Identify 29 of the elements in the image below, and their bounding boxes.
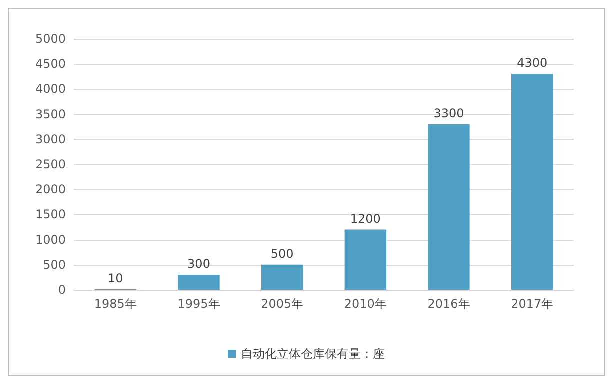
y-tick-label: 1500 [35,208,66,222]
bar [262,264,304,290]
y-tick-label: 1000 [35,232,66,247]
data-label: 300 [188,256,210,271]
y-tick-label: 0 [58,283,66,297]
y-tick-label: 5000 [35,32,66,46]
y-tick-label: 2000 [35,182,66,197]
x-tick-label: 2005年 [261,297,304,311]
y-tick-label: 500 [43,258,66,272]
data-label: 10 [108,272,124,286]
bar [428,124,470,290]
bar [178,274,220,290]
x-tick-label: 1995年 [178,297,220,311]
data-label: 500 [270,246,294,261]
y-tick-label: 3000 [35,132,66,146]
y-tick-label: 4000 [35,82,66,96]
data-label: 4300 [517,56,548,70]
y-tick-label: 3500 [35,107,66,122]
x-tick-label: 2016年 [428,297,470,311]
data-label: 3300 [434,106,464,120]
x-tick-label: 2017年 [511,297,554,311]
x-tick-label: 1985年 [94,297,137,311]
bar [344,230,386,290]
legend-label: 自动化立体仓库保有量：座 [241,347,385,361]
y-tick-label: 2500 [35,158,66,172]
bar [512,74,554,290]
y-tick-label: 4500 [35,57,66,72]
data-label: 1200 [350,212,381,226]
x-tick-label: 2010年 [344,297,387,311]
